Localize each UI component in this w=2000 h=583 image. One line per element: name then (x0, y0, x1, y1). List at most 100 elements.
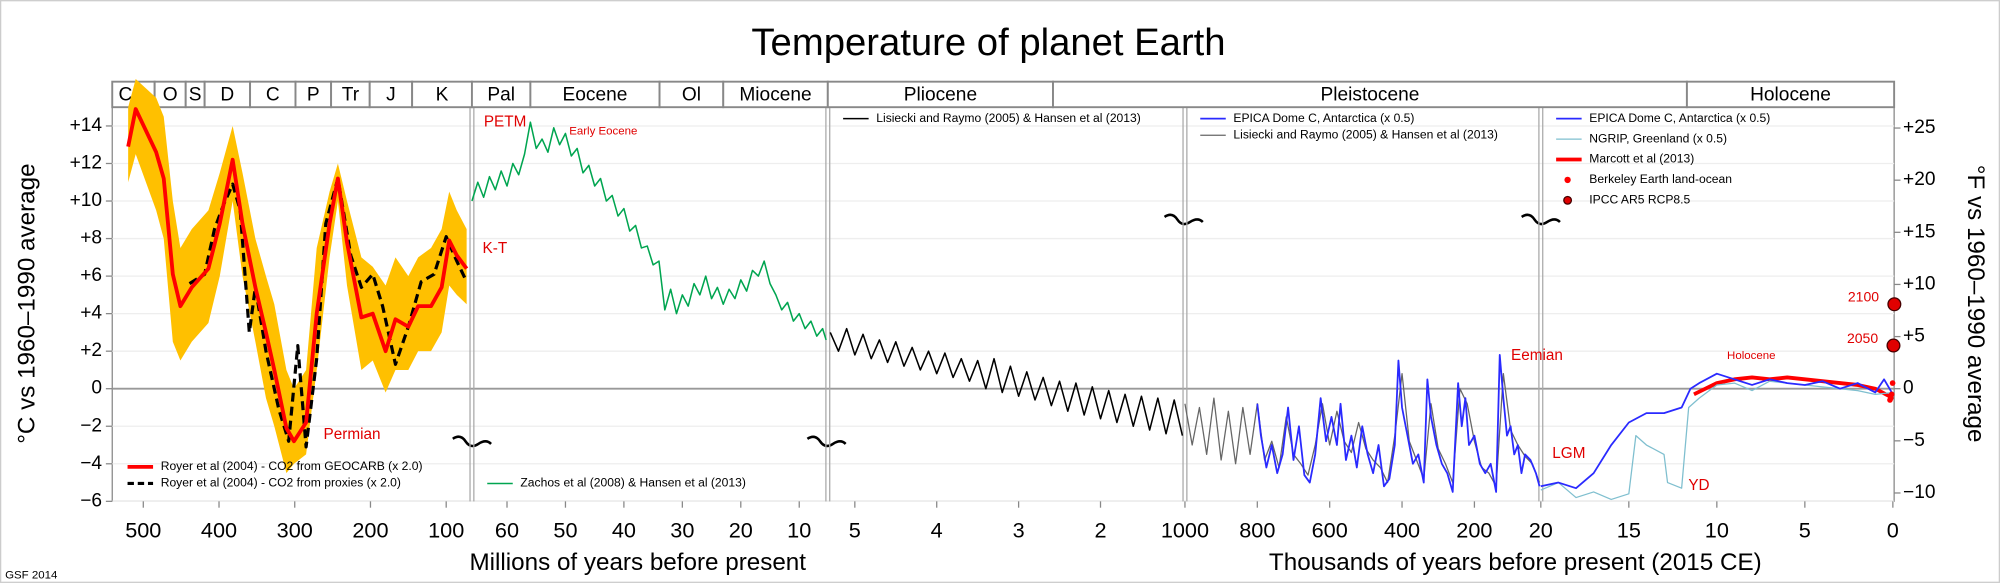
era-label: S (189, 85, 202, 106)
x-tick-label: 200 (352, 518, 388, 543)
x-tick-label: 20 (729, 518, 753, 543)
series-line (1540, 380, 1893, 501)
era-label: Pal (487, 85, 515, 106)
annotation: LGM (1552, 445, 1585, 462)
y-tick-label: +14 (70, 115, 103, 136)
era-label: Miocene (739, 85, 811, 106)
x-tick-label: 800 (1239, 518, 1275, 543)
era-box (722, 80, 829, 109)
era-label: P (307, 85, 320, 106)
era-box (1685, 80, 1896, 109)
x-tick-label: 0 (1887, 518, 1899, 543)
era-label: Pleistocene (1321, 85, 1420, 106)
era-box (153, 80, 187, 109)
y-axis-title: °C vs 1960–1990 average (13, 163, 40, 443)
era-label: Ol (682, 85, 701, 106)
era-box (411, 80, 473, 109)
x-axis-title: Thousands of years before present (2015 … (1269, 549, 1762, 576)
legend-label: Zachos et al (2008) & Hansen et al (2013… (520, 476, 746, 490)
y2-tick-label: +5 (1903, 326, 1925, 347)
data-point (1886, 338, 1901, 353)
y2-tick-label: −10 (1903, 482, 1935, 503)
x-tick-label: 500 (125, 518, 161, 543)
y2-tick-label: +10 (1903, 273, 1935, 294)
annotation: K-T (483, 240, 508, 257)
x-tick-label: 40 (612, 518, 636, 543)
legend-label: IPCC AR5 RCP8.5 (1589, 193, 1690, 207)
legend-label: EPICA Dome C, Antarctica (x 0.5) (1233, 111, 1414, 125)
axis-breaks (452, 213, 1561, 448)
annotation: Eemian (1511, 347, 1563, 364)
era-box (203, 80, 252, 109)
x-tick-label: 30 (670, 518, 694, 543)
era-label: Holocene (1750, 85, 1831, 106)
series-line (471, 121, 827, 341)
annotation: Holocene (1727, 350, 1775, 362)
era-label: D (220, 85, 234, 106)
x-axis-title: Millions of years before present (469, 549, 806, 576)
x-tick-label: 1000 (1161, 518, 1209, 543)
legend-label: NGRIP, Greenland (x 0.5) (1589, 131, 1727, 145)
era-label: Eocene (563, 85, 628, 106)
y-tick-label: +10 (70, 190, 102, 211)
era-label: O (163, 85, 178, 106)
axis-break (452, 435, 492, 448)
x-tick-label: 3 (1013, 518, 1025, 543)
era-label: C (266, 85, 280, 106)
y-tick-label: +2 (80, 340, 102, 361)
legend-marker (1564, 176, 1571, 184)
annotation: PETM (484, 114, 527, 131)
x-tick-label: 100 (428, 518, 464, 543)
era-label: J (386, 85, 396, 106)
era-label: Tr (342, 85, 360, 106)
series-line (188, 176, 469, 449)
data-point (1889, 380, 1896, 386)
series-line (829, 327, 1184, 436)
chart-title: Temperature of planet Earth (751, 21, 1225, 64)
annotation: Permian (324, 426, 381, 443)
y2-tick-label: −5 (1903, 430, 1925, 451)
x-tick-label: 400 (201, 518, 237, 543)
y-tick-label: +8 (80, 228, 102, 249)
point-label: 2050 (1847, 330, 1878, 346)
y2-tick-label: +15 (1903, 221, 1935, 242)
x-tick-label: 400 (1384, 518, 1420, 543)
x-tick-label: 10 (1705, 518, 1729, 543)
x-tick-label: 20 (1529, 518, 1553, 543)
axis-break (1520, 213, 1561, 226)
series-line (1256, 354, 1541, 493)
x-tick-label: 4 (931, 518, 943, 543)
y-tick-label: −2 (80, 415, 102, 436)
era-box (826, 80, 1054, 109)
era-label: K (436, 85, 449, 106)
footnote: GSF 2014 (5, 569, 58, 581)
y-tick-label: +6 (80, 265, 102, 286)
x-tick-label: 10 (787, 518, 811, 543)
x-tick-label: 200 (1456, 518, 1492, 543)
uncertainty-band (128, 79, 467, 474)
point-label: 2100 (1848, 289, 1879, 305)
series-line (1540, 372, 1894, 490)
legend-label: Royer et al (2004) - CO2 from GEOCARB (x… (161, 459, 423, 473)
y2-tick-label: 0 (1903, 378, 1914, 399)
legend-label: EPICA Dome C, Antarctica (x 0.5) (1589, 111, 1770, 125)
y-tick-label: +4 (80, 303, 102, 324)
y-tick-label: −4 (80, 453, 102, 474)
y2-axis-title: °F vs 1960–1990 average (1962, 165, 1989, 443)
legend-label: Marcott et al (2013) (1589, 152, 1694, 166)
era-label: Pliocene (904, 85, 977, 106)
x-tick-label: 5 (1799, 518, 1811, 543)
annotation: YD (1688, 477, 1709, 494)
x-tick-label: 60 (495, 518, 519, 543)
legend-label: Lisiecki and Raymo (2005) & Hansen et al… (876, 111, 1141, 125)
y-tick-label: +12 (70, 153, 102, 174)
x-tick-label: 2 (1094, 518, 1106, 543)
data-point (1887, 297, 1902, 312)
y-tick-label: −6 (80, 490, 102, 511)
legend-label: Berkeley Earth land-ocean (1589, 172, 1732, 186)
x-tick-label: 50 (553, 518, 577, 543)
legend-marker (1563, 195, 1573, 205)
x-tick-label: 5 (849, 518, 861, 543)
y2-tick-label: +20 (1903, 169, 1935, 190)
